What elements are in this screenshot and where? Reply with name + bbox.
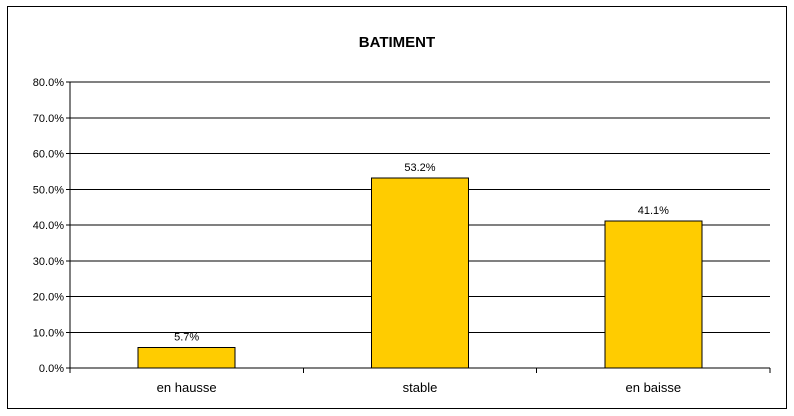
chart-title: BATIMENT [358,34,436,51]
data-label: 41.1% [638,205,669,217]
data-label: 5.7% [174,332,199,344]
y-tick-label: 80.0% [33,77,64,89]
y-tick-label: 70.0% [33,113,64,125]
y-tick-label: 60.0% [33,149,64,161]
data-label: 53.2% [404,162,435,174]
y-tick-label: 30.0% [33,256,64,268]
y-tick-label: 50.0% [33,184,64,196]
y-tick-label: 20.0% [33,292,64,304]
bar [371,177,469,369]
x-category-label: stable [403,380,438,395]
bar [604,220,703,369]
y-tick-label: 40.0% [33,220,64,232]
bar [137,347,236,369]
y-tick-label: 0.0% [39,363,64,375]
y-tick-label: 10.0% [33,327,64,339]
x-category-label: en hausse [157,380,217,395]
x-category-label: en baisse [626,380,682,395]
